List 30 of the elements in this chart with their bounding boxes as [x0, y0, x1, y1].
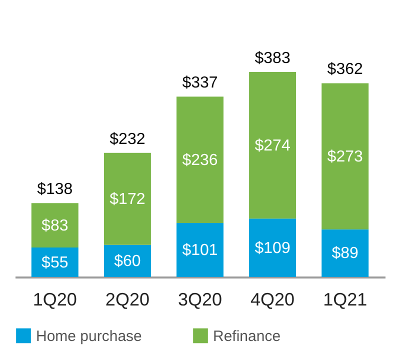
bar: [322, 229, 369, 277]
legend-label: Home purchase: [36, 328, 142, 345]
x-tick-label: 2Q20: [105, 290, 150, 310]
total-label: $138: [37, 181, 73, 198]
x-tick-label: 3Q20: [178, 290, 222, 310]
data-label: $60: [114, 252, 141, 270]
bar: [176, 222, 224, 277]
data-label: $83: [42, 217, 68, 234]
x-tick-label: 1Q21: [323, 290, 368, 310]
data-label: $274: [254, 137, 290, 154]
data-label: $109: [254, 240, 290, 257]
total-label: $362: [327, 61, 363, 78]
bar: [176, 96, 224, 223]
data-label: $273: [327, 148, 363, 166]
bar: [322, 83, 369, 230]
x-tick-label: 4Q20: [250, 290, 295, 310]
bar: [104, 152, 151, 245]
data-label: $236: [182, 152, 218, 169]
x-tick-label: 1Q20: [32, 290, 77, 310]
data-label: $101: [182, 242, 218, 259]
bar: [249, 218, 296, 277]
total-label: $232: [110, 130, 146, 148]
legend-label: Refinance: [213, 328, 281, 345]
data-label: $89: [332, 245, 359, 262]
bar: [249, 72, 296, 219]
total-label: $383: [254, 50, 290, 67]
bar: [31, 203, 78, 248]
data-label: $55: [42, 254, 68, 272]
data-label: $172: [110, 190, 146, 208]
total-label: $337: [182, 74, 218, 92]
